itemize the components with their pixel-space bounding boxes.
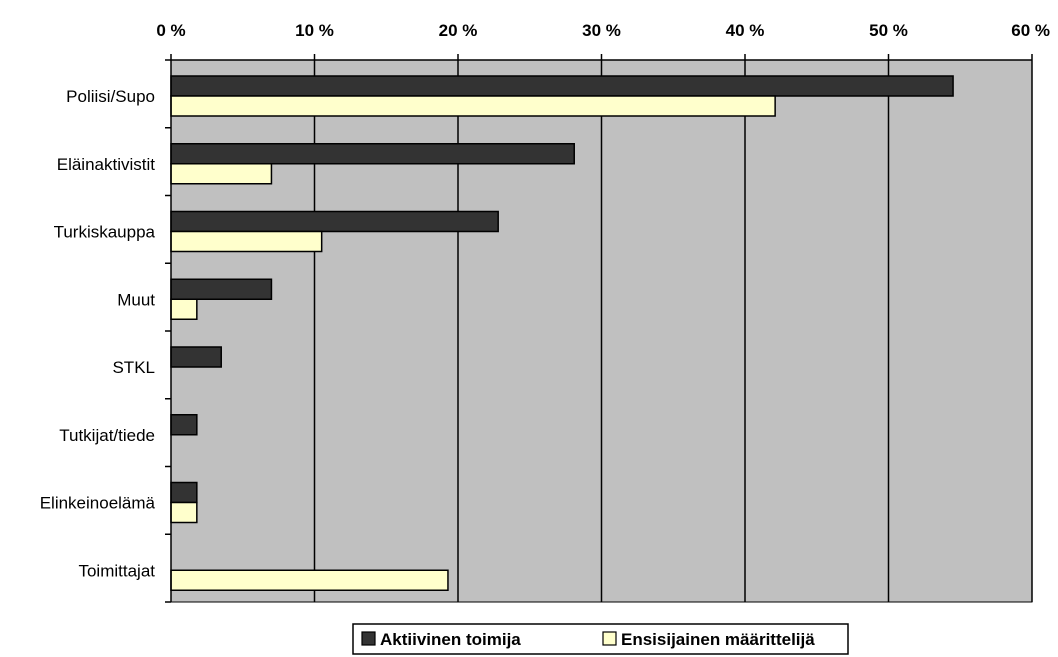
y-category-label-6: Elinkeinoelämä bbox=[40, 494, 156, 513]
bar-aktiivinen-1 bbox=[170, 143, 575, 165]
x-tick-label-0: 0 % bbox=[156, 21, 185, 40]
bar-aktiivinen-6 bbox=[170, 481, 198, 504]
bar-aktiivinen-3 bbox=[170, 278, 273, 300]
bar-ensisijainen-7 bbox=[170, 569, 449, 591]
x-tick-label-3: 30 % bbox=[582, 21, 621, 40]
legend-box bbox=[352, 623, 849, 655]
x-tick-label-5: 50 % bbox=[869, 21, 908, 40]
y-category-label-0: Poliisi/Supo bbox=[66, 87, 155, 106]
legend-item-ensisijainen-label: Ensisijainen määrittelijä bbox=[621, 630, 815, 649]
legend-item-ensisijainen-swatch bbox=[602, 631, 617, 646]
y-category-label-3: Muut bbox=[117, 290, 155, 309]
y-category-label-2: Turkiskauppa bbox=[54, 223, 156, 242]
bar-ensisijainen-1 bbox=[170, 163, 273, 185]
x-tick-label-2: 20 % bbox=[439, 21, 478, 40]
y-category-label-7: Toimittajat bbox=[78, 561, 155, 580]
bar-ensisijainen-0 bbox=[170, 95, 776, 117]
x-axis: 0 % 10 % 20 % 30 % 40 % 50 % 60 % bbox=[156, 21, 1050, 61]
legend-item-aktiivinen-label: Aktiivinen toimija bbox=[380, 630, 521, 649]
x-tick-label-4: 40 % bbox=[726, 21, 765, 40]
x-tick-label-1: 10 % bbox=[295, 21, 334, 40]
legend: Aktiivinen toimija Ensisijainen määrittel… bbox=[352, 623, 849, 655]
bar-aktiivinen-4 bbox=[170, 346, 222, 368]
bars bbox=[170, 75, 954, 591]
bar-ensisijainen-3 bbox=[170, 298, 198, 320]
y-category-label-1: Eläinaktivistit bbox=[57, 155, 156, 174]
bar-aktiivinen-2 bbox=[170, 210, 499, 233]
legend-item-aktiivinen-swatch bbox=[361, 631, 376, 646]
y-category-label-5: Tutkijat/tiede bbox=[59, 426, 155, 445]
x-tick-label-6: 60 % bbox=[1011, 21, 1050, 40]
y-category-label-4: STKL bbox=[112, 358, 155, 377]
y-axis: Poliisi/Supo Eläinaktivistit Turkiskauppa M… bbox=[40, 59, 172, 603]
bar-aktiivinen-5 bbox=[170, 414, 198, 436]
bar-ensisijainen-6 bbox=[170, 501, 198, 524]
bar-ensisijainen-2 bbox=[170, 230, 323, 253]
bar-aktiivinen-0 bbox=[170, 75, 954, 97]
